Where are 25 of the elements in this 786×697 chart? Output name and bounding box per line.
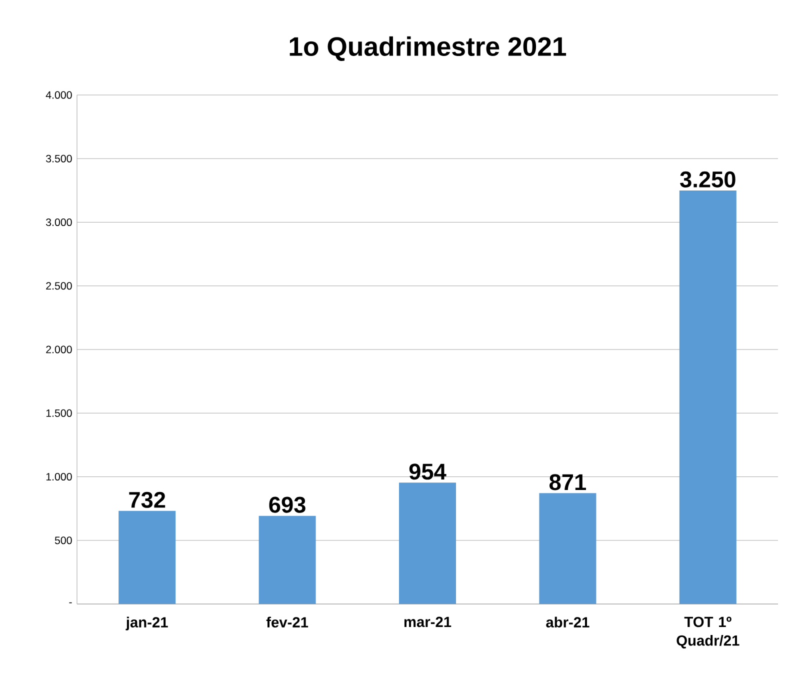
bar — [679, 190, 736, 604]
chart-title: 1o Quadrimestre 2021 — [290, 36, 566, 61]
x-tick-label: mar-21 — [404, 616, 452, 628]
data-label: 3.250 — [680, 171, 736, 188]
bar — [399, 482, 456, 604]
data-label: 693 — [269, 496, 306, 513]
x-tick-label: TOT 1º Quadr/21 — [676, 616, 740, 649]
y-tick-label: 1.500 — [46, 409, 72, 417]
y-tick-label: 500 — [54, 536, 72, 544]
data-label: 871 — [550, 474, 586, 490]
x-tick-label: fev-21 — [266, 616, 308, 628]
x-tick-label: abr-21 — [546, 616, 590, 628]
x-tick-label: jan-21 — [126, 616, 168, 630]
bar — [258, 516, 316, 604]
y-tick-label: 2.500 — [46, 282, 72, 290]
y-tick-label: 3.000 — [46, 218, 72, 226]
y-tick-label: 3.500 — [46, 154, 72, 162]
y-tick-label: 2.000 — [46, 346, 72, 354]
y-tick-label: 1.000 — [46, 472, 72, 481]
y-tick-label: 4.000 — [46, 91, 72, 99]
data-label: 954 — [409, 464, 446, 480]
y-tick-label: - — [69, 602, 72, 604]
bar — [118, 510, 176, 604]
bar — [539, 493, 596, 604]
data-label: 732 — [129, 492, 166, 508]
